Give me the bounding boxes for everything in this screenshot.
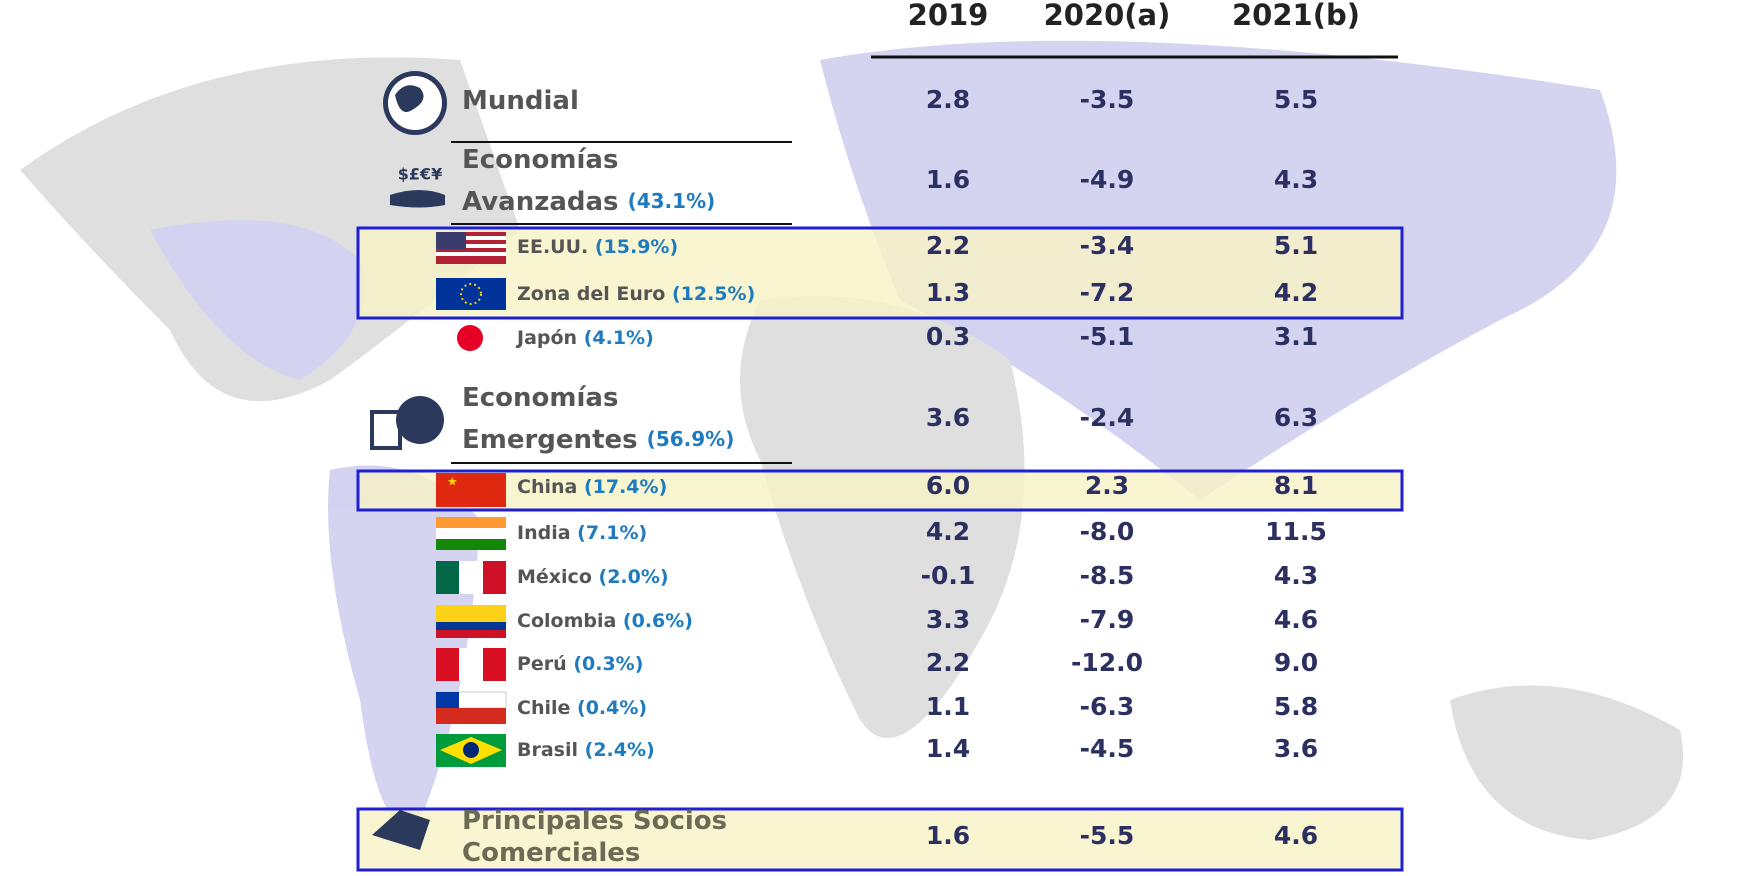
row-label: Comerciales	[462, 838, 640, 868]
row-name: EE.UU.	[517, 236, 588, 258]
cell-value: -3.4	[1080, 231, 1135, 260]
row-label: México (2.0%)	[517, 566, 669, 588]
row-label: Avanzadas (43.1%)	[462, 187, 715, 217]
world-map-background	[20, 40, 1684, 840]
row-label: EE.UU. (15.9%)	[517, 236, 678, 258]
cell-value: 3.3	[926, 605, 970, 634]
row-label: Mundial	[462, 86, 579, 116]
cell-value: 4.3	[1274, 561, 1318, 590]
cell-value: 4.2	[1274, 278, 1318, 307]
cell-value: -0.1	[921, 561, 976, 590]
cell-value: 5.1	[1274, 231, 1318, 260]
row-share: (2.0%)	[599, 566, 669, 588]
column-header: 2019	[908, 0, 989, 32]
rules	[451, 55, 1398, 464]
row-name: Economías	[462, 383, 618, 413]
row-label: Economías	[462, 145, 618, 175]
row-name: Avanzadas	[462, 187, 619, 217]
row-name: Japón	[515, 327, 577, 349]
highlight-boxes	[356, 226, 1404, 872]
row-share: (4.1%)	[584, 327, 654, 349]
cell-value: 6.3	[1274, 403, 1318, 432]
cell-value: 9.0	[1274, 648, 1318, 677]
row-share: (0.4%)	[577, 697, 647, 719]
column-header: 2020(a)	[1044, 0, 1171, 32]
cell-value: 3.6	[1274, 734, 1318, 763]
cell-value: 2.2	[926, 231, 970, 260]
row-share: (7.1%)	[577, 522, 647, 544]
row-label: China (17.4%)	[517, 476, 667, 498]
row-share: (56.9%)	[647, 427, 735, 451]
cell-value: 2.3	[1085, 471, 1129, 500]
row-share: (43.1%)	[628, 189, 716, 213]
cell-value: 5.8	[1274, 692, 1318, 721]
cell-value: -5.5	[1080, 821, 1135, 850]
flags: ★	[435, 232, 507, 767]
row-share: (0.3%)	[573, 653, 643, 675]
cell-value: -5.1	[1080, 322, 1135, 351]
row-name: China	[517, 476, 577, 498]
row-name: India	[517, 522, 571, 544]
cell-value: 5.5	[1274, 85, 1318, 114]
row-share: (15.9%)	[595, 236, 678, 258]
row-name: Perú	[517, 653, 567, 675]
cell-value: 4.3	[1274, 165, 1318, 194]
cell-value: -6.3	[1080, 692, 1135, 721]
row-share: (17.4%)	[584, 476, 667, 498]
cell-value: 4.6	[1274, 821, 1318, 850]
row-label: Emergentes (56.9%)	[462, 425, 734, 455]
row-label: Economías	[462, 383, 618, 413]
cell-value: -7.2	[1080, 278, 1135, 307]
row-label: Japón (4.1%)	[515, 327, 654, 349]
cell-value: 4.2	[926, 517, 970, 546]
row-name: Principales Socios	[462, 806, 727, 836]
cell-value: 6.0	[926, 471, 970, 500]
row-name: Emergentes	[462, 425, 638, 455]
row-name: Zona del Euro	[517, 283, 665, 305]
cell-value: 2.2	[926, 648, 970, 677]
row-label: Colombia (0.6%)	[517, 610, 693, 632]
row-label: Chile (0.4%)	[517, 697, 647, 719]
cell-value: -7.9	[1080, 605, 1135, 634]
cell-value: 2.8	[926, 85, 970, 114]
cell-value: -8.5	[1080, 561, 1135, 590]
cell-value: 1.1	[926, 692, 970, 721]
cell-value: -8.0	[1080, 517, 1135, 546]
cell-value: 11.5	[1265, 517, 1327, 546]
row-name: Mundial	[462, 86, 579, 116]
row-share: (12.5%)	[672, 283, 755, 305]
cell-value: 1.4	[926, 734, 970, 763]
cell-value: -12.0	[1071, 648, 1143, 677]
cell-value: 3.1	[1274, 322, 1318, 351]
row-label: Brasil (2.4%)	[517, 739, 655, 761]
cell-value: 1.3	[926, 278, 970, 307]
column-header: 2021(b)	[1232, 0, 1360, 32]
cell-value: -3.5	[1080, 85, 1135, 114]
cell-value: 8.1	[1274, 471, 1318, 500]
cell-value: 3.6	[926, 403, 970, 432]
cell-value: -2.4	[1080, 403, 1135, 432]
svg-text:$£€¥: $£€¥	[398, 165, 443, 184]
row-name: Chile	[517, 697, 570, 719]
row-name: México	[517, 566, 592, 588]
row-share: (0.6%)	[623, 610, 693, 632]
row-label: Principales Socios	[462, 806, 727, 836]
row-label: Perú (0.3%)	[517, 653, 643, 675]
svg-text:★: ★	[447, 475, 458, 489]
row-name: Brasil	[517, 739, 578, 761]
cell-value: -4.5	[1080, 734, 1135, 763]
icons: $£€¥	[370, 71, 483, 850]
row-label: Zona del Euro (12.5%)	[517, 283, 755, 305]
cell-value: 1.6	[926, 821, 970, 850]
cell-value: 0.3	[926, 322, 970, 351]
row-name: Economías	[462, 145, 618, 175]
row-share: (2.4%)	[585, 739, 655, 761]
row-label: India (7.1%)	[517, 522, 647, 544]
row-name: Comerciales	[462, 838, 640, 868]
row-name: Colombia	[517, 610, 616, 632]
cell-value: 4.6	[1274, 605, 1318, 634]
cell-value: -4.9	[1080, 165, 1135, 194]
cell-value: 1.6	[926, 165, 970, 194]
